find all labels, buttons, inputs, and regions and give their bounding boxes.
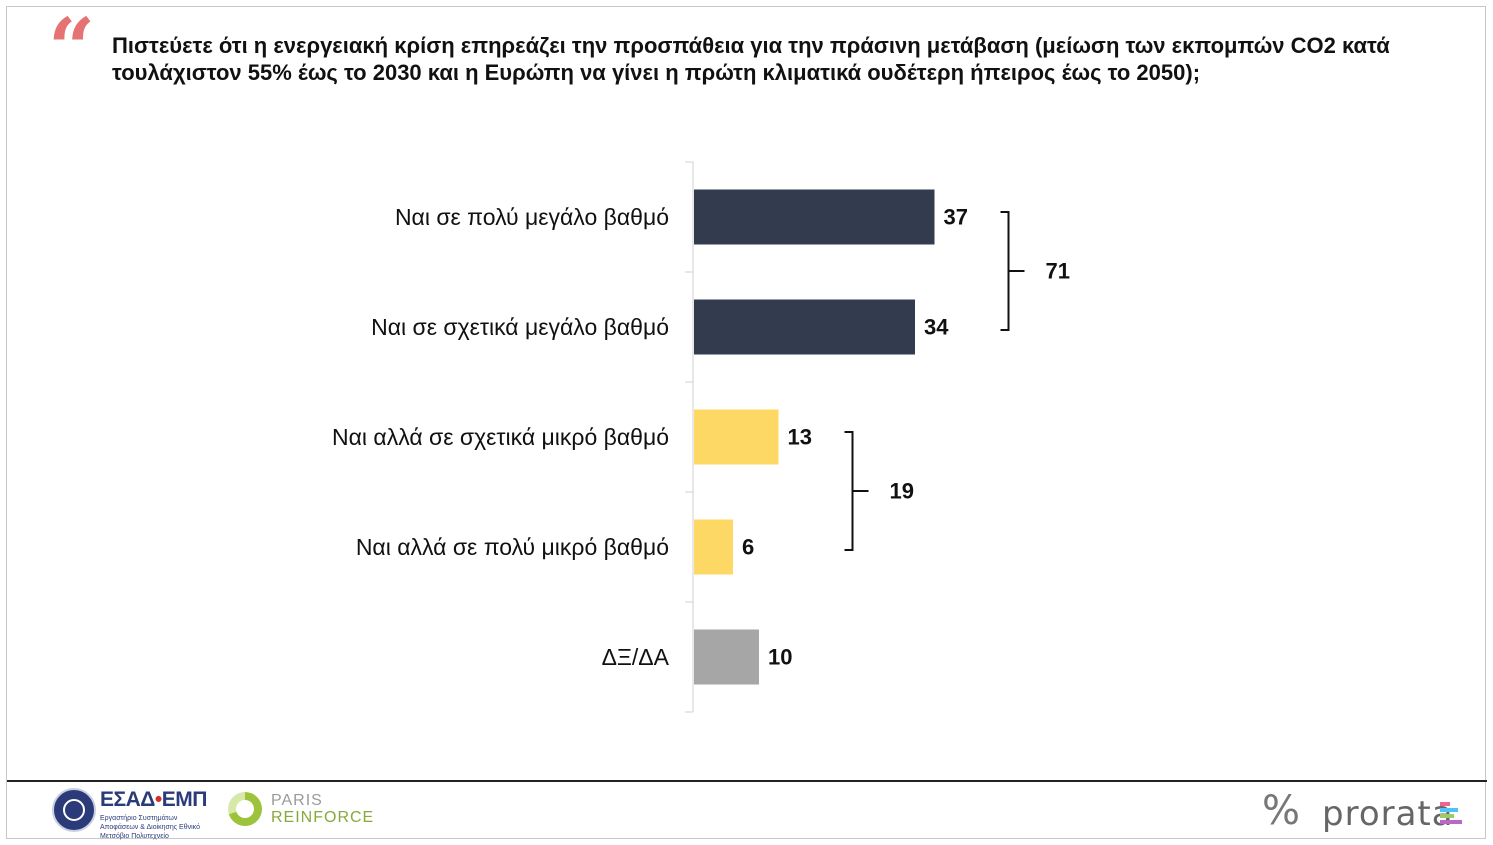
question-title: Πιστεύετε ότι η ενεργειακή κρίση επηρεάζ…	[112, 33, 1390, 85]
prorata-logo: % prorata	[1262, 786, 1472, 836]
percent-icon: %	[1262, 788, 1301, 834]
prorata-bar	[1440, 820, 1462, 824]
data-label: 34	[924, 315, 949, 340]
paris-text: PARIS	[271, 792, 323, 809]
quote-icon: “	[48, 1, 96, 97]
bar	[694, 629, 759, 685]
prorata-bars-icon	[1440, 802, 1468, 828]
prorata-bar	[1440, 808, 1458, 812]
group-bracket	[844, 431, 869, 551]
group-total-label: 71	[1046, 259, 1070, 284]
reinforce-text: REINFORCE	[271, 809, 375, 826]
bar	[694, 299, 915, 355]
prorata-wordmark: prorata	[1322, 794, 1454, 834]
group-bracket	[1000, 211, 1025, 331]
paris-ring-icon	[228, 792, 262, 826]
data-label: 13	[788, 425, 812, 450]
category-label: ΔΞ/ΔΑ	[602, 644, 670, 670]
paris-reinforce-logo: PARIS REINFORCE	[228, 790, 378, 834]
data-label: 6	[742, 535, 754, 560]
ntua-seal-icon	[52, 788, 96, 832]
bar	[694, 189, 935, 245]
category-label: Ναι αλλά σε πολύ μικρό βαθμό	[356, 534, 669, 560]
category-label: Ναι σε σχετικά μεγάλο βαθμό	[371, 314, 669, 340]
footer-divider	[7, 780, 1487, 782]
prorata-bar	[1440, 814, 1454, 818]
data-label: 10	[768, 645, 792, 670]
group-total-label: 19	[890, 479, 914, 504]
bar	[694, 519, 733, 575]
data-label: 37	[944, 205, 968, 230]
esad-emp-logo: ΕΣΑΔ•ΕΜΠ Εργαστήριο Συστημάτων Αποφάσεων…	[52, 788, 207, 840]
prorata-bar	[1440, 802, 1450, 806]
category-label: Ναι σε πολύ μεγάλο βαθμό	[395, 204, 669, 230]
esad-emp-wordmark: ΕΣΑΔ•ΕΜΠ	[100, 788, 207, 811]
category-label: Ναι αλλά σε σχετικά μικρό βαθμό	[332, 424, 669, 450]
esad-subtitle: Εργαστήριο Συστημάτων Αποφάσεων & Διοίκη…	[100, 815, 200, 840]
bar	[694, 409, 779, 465]
